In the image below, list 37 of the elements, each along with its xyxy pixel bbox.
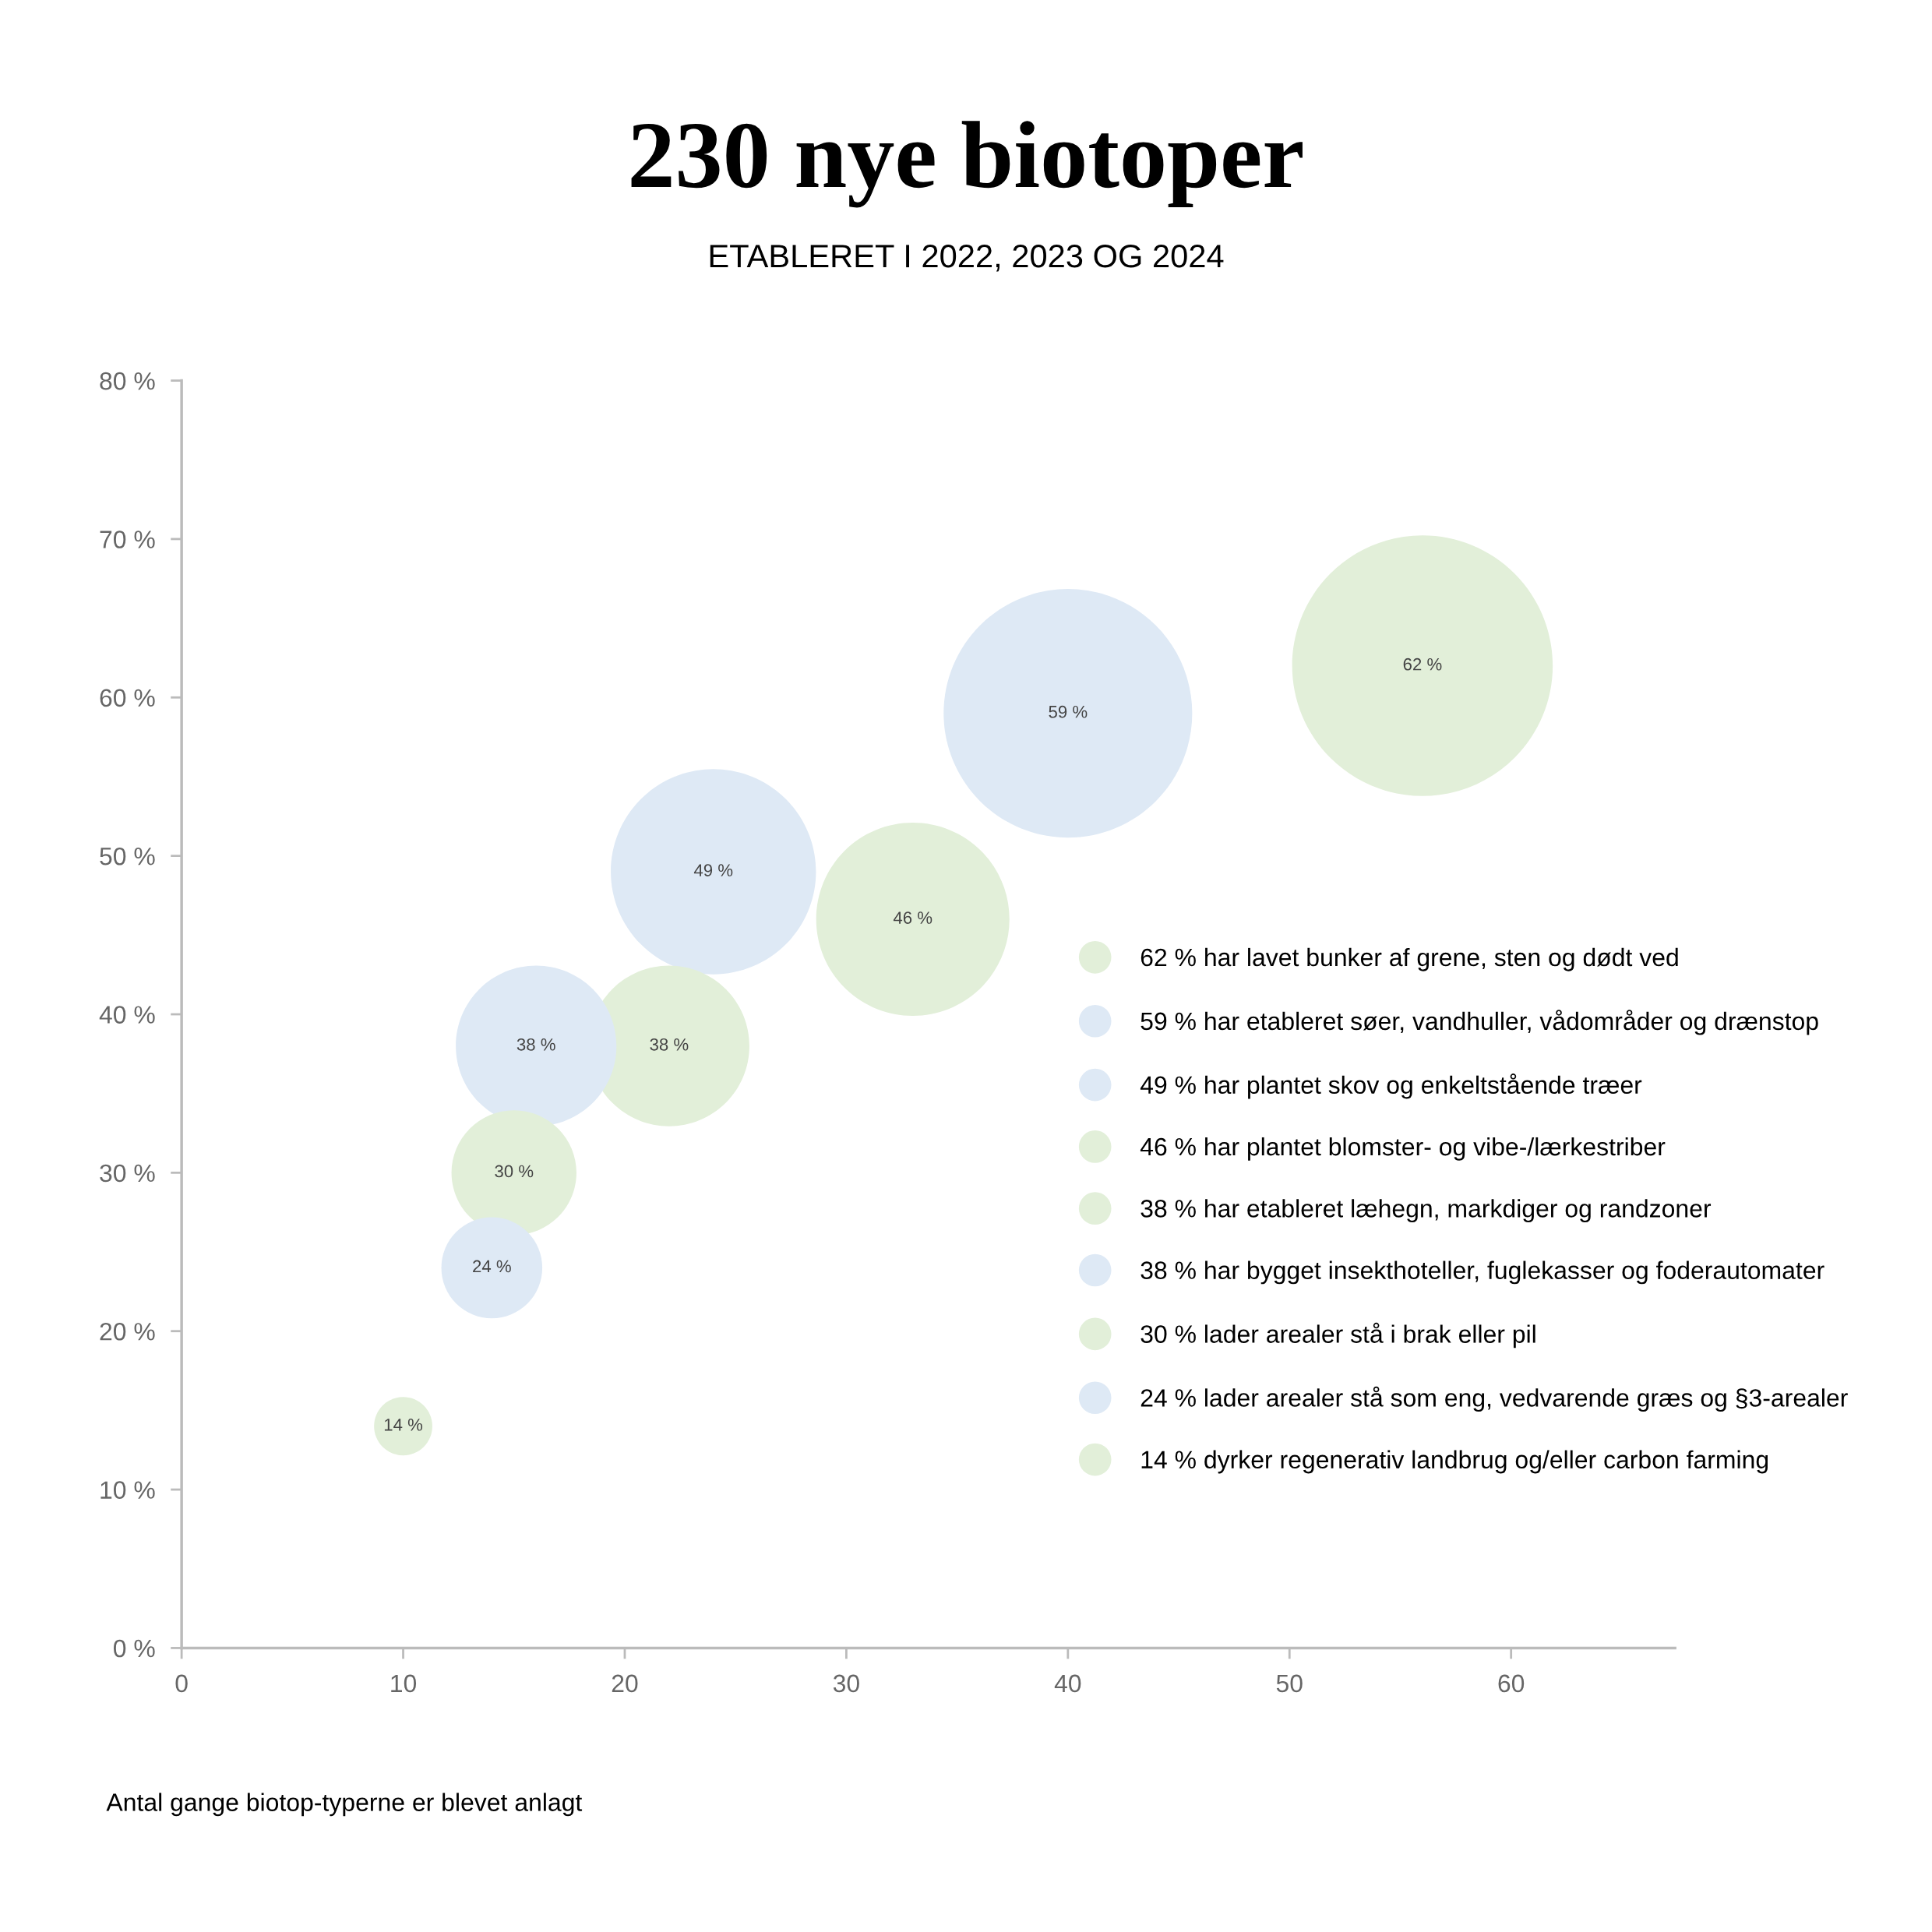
legend-label: 59 % har etableret søer, vandhuller, vådområder og drænstop [1141,1010,1818,1035]
legend-label: 38 % har etableret læhegn, markdiger og randzoner [1141,1199,1712,1223]
legend-label: 30 % lader arealer stå i brak eller pil [1141,1322,1535,1349]
chart-title: 230 nye biotoper [631,121,1303,208]
y-tick-label: 50 % [100,847,155,866]
y-tick-label: 80 % [100,372,155,390]
x-tick-label: 0 [175,1674,188,1693]
legend-label: 24 % lader arealer stå som eng, vedvarende græs og §3-arealer [1141,1386,1848,1412]
data-label: 46 % [893,911,933,924]
legend-label: 46 % har plantet blomster- og vibe-/lærkestriber [1140,1137,1666,1161]
y-tick-label: 40 % [99,1006,155,1024]
data-label: 59 % [1049,705,1088,718]
data-label: 49 % [693,864,733,876]
data-label: 38 % [650,1038,689,1051]
x-tick-label: 20 [612,1674,638,1693]
x-tick-label: 30 [833,1674,859,1693]
data-label: 38 % [516,1038,555,1051]
y-tick-label: 0 % [113,1639,155,1658]
y-tick-label: 30 % [100,1164,155,1183]
x-axis-title: Antal gange biotop-typerne er blevet anlagt [106,1793,583,1817]
legend-label: 14 % dyrker regenerativ landbrug og/eller carbon farming [1141,1450,1768,1474]
y-tick-label: 20 % [100,1322,155,1341]
x-tick-label: 10 [391,1674,417,1693]
legend-label: 62 % har lavet bunker af grene, sten og dødt ved [1141,947,1678,971]
x-tick-label: 60 [1498,1674,1525,1693]
data-label: 62 % [1403,658,1442,671]
y-tick-label: 70 % [100,531,155,548]
x-tick-label: 50 [1276,1674,1303,1693]
y-tick-label: 10 % [100,1481,155,1499]
data-label: 14 % [384,1419,423,1431]
legend-label: 49 % har plantet skov og enkeltstående træer [1140,1074,1642,1099]
chart-subtitle: ETABLERET I 2022, 2023 OG 2024 [710,245,1224,272]
y-tick-label: 60 % [100,689,155,707]
legend-label: 38 % har bygget insekthoteller, fuglekasser og foderautomater [1141,1260,1824,1285]
data-label: 30 % [495,1165,534,1178]
x-tick-label: 40 [1054,1674,1081,1693]
data-label: 24 % [473,1260,511,1273]
